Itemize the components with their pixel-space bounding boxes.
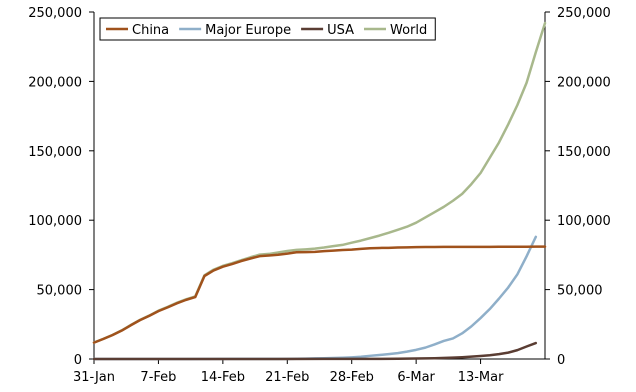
legend-label-usa: USA <box>327 23 354 38</box>
series-line-usa <box>92 341 538 361</box>
y-tick-label-right: 0 <box>557 353 565 368</box>
series-lines <box>92 21 547 361</box>
y-tick-label-right: 250,000 <box>557 6 611 21</box>
axis-ticks: 0 50,000 100,000 150,000 200,000 250,000 0 50,0… <box>28 6 611 385</box>
x-tick-label: 21-Feb <box>265 370 309 385</box>
series-line-world <box>92 21 547 344</box>
x-tick-label: 28-Feb <box>330 370 374 385</box>
x-tick-label: 31-Jan <box>73 370 115 385</box>
axes <box>93 12 546 360</box>
legend-label-china: China <box>132 23 169 38</box>
legend: China Major Europe USA World <box>99 17 436 41</box>
y-tick-label-right: 100,000 <box>557 214 611 229</box>
x-tick-label: 6-Mar <box>397 370 435 385</box>
y-tick-label-left: 150,000 <box>28 145 82 160</box>
y-tick-label-right: 200,000 <box>557 75 611 90</box>
x-tick-label: 14-Feb <box>201 370 245 385</box>
y-tick-label-left: 50,000 <box>37 284 83 299</box>
series-line-china <box>92 245 547 344</box>
y-tick-label-left: 200,000 <box>28 75 82 90</box>
series-line-major-europe <box>92 235 538 361</box>
y-tick-label-right: 150,000 <box>557 145 611 160</box>
legend-label-world: World <box>390 23 427 38</box>
x-tick-label: 13-Mar <box>458 370 504 385</box>
x-tick-label: 7-Feb <box>140 370 176 385</box>
legend-label-major-europe: Major Europe <box>205 23 291 38</box>
y-tick-label-left: 250,000 <box>28 6 82 21</box>
y-tick-label-left: 0 <box>74 353 82 368</box>
y-tick-label-right: 50,000 <box>557 284 603 299</box>
y-tick-label-left: 100,000 <box>28 214 82 229</box>
legend-box <box>99 17 436 41</box>
